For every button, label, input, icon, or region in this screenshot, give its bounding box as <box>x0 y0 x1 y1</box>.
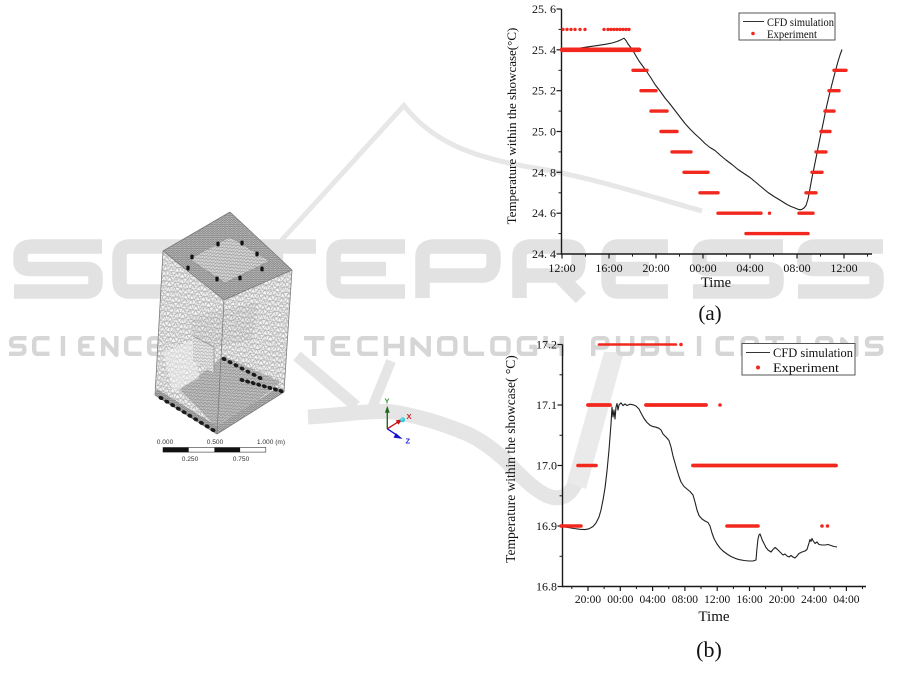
svg-text:17.0: 17.0 <box>536 459 557 473</box>
svg-text:16.8: 16.8 <box>536 580 557 594</box>
svg-text:CFD simulation: CFD simulation <box>773 345 853 360</box>
svg-text:25. 0: 25. 0 <box>532 125 556 139</box>
svg-text:25. 4: 25. 4 <box>532 43 556 57</box>
svg-text:Temperature within the showcas: Temperature within the showcase( °C) <box>503 355 518 563</box>
svg-text:0.750: 0.750 <box>233 456 250 463</box>
svg-text:12:00: 12:00 <box>830 261 857 275</box>
svg-text:04:00: 04:00 <box>833 594 859 606</box>
svg-text:12:00: 12:00 <box>548 261 575 275</box>
svg-text:CFD simulation: CFD simulation <box>767 15 834 29</box>
svg-text:0.000: 0.000 <box>157 439 174 446</box>
svg-text:00:00: 00:00 <box>689 261 716 275</box>
svg-text:0.500: 0.500 <box>207 439 224 446</box>
svg-text:04:00: 04:00 <box>736 261 763 275</box>
svg-text:25. 6: 25. 6 <box>532 2 556 16</box>
svg-text:08:00: 08:00 <box>783 261 810 275</box>
svg-text:25. 2: 25. 2 <box>532 84 556 98</box>
svg-text:24. 8: 24. 8 <box>532 165 556 179</box>
svg-text:Temperature within the showcas: Temperature within the showcase(°C) <box>504 28 519 225</box>
svg-text:Y: Y <box>384 397 389 406</box>
svg-text:Time: Time <box>701 275 731 291</box>
svg-text:X: X <box>407 412 412 421</box>
svg-text:17.2: 17.2 <box>536 338 557 352</box>
svg-text:20:00: 20:00 <box>575 594 601 606</box>
svg-text:(b): (b) <box>696 637 722 662</box>
svg-text:20:00: 20:00 <box>642 261 669 275</box>
svg-text:12:00: 12:00 <box>704 594 730 606</box>
svg-text:Time: Time <box>698 609 729 625</box>
svg-text:(a): (a) <box>698 301 721 325</box>
svg-text:20:00: 20:00 <box>769 594 795 606</box>
svg-text:16:00: 16:00 <box>736 594 762 606</box>
svg-text:Experiment: Experiment <box>767 27 818 41</box>
svg-text:16.9: 16.9 <box>536 519 557 533</box>
svg-text:04:00: 04:00 <box>639 594 665 606</box>
svg-text:24. 6: 24. 6 <box>532 206 556 220</box>
svg-text:1.000 (m): 1.000 (m) <box>257 439 285 446</box>
svg-text:Z: Z <box>406 437 411 446</box>
svg-text:16:00: 16:00 <box>595 261 622 275</box>
svg-text:24. 4: 24. 4 <box>532 247 556 261</box>
svg-text:17.1: 17.1 <box>536 398 557 412</box>
svg-text:0.250: 0.250 <box>182 456 199 463</box>
svg-text:08:00: 08:00 <box>672 594 698 606</box>
svg-text:Experiment: Experiment <box>773 360 839 375</box>
svg-text:24:00: 24:00 <box>801 594 827 606</box>
svg-text:00:00: 00:00 <box>607 594 633 606</box>
